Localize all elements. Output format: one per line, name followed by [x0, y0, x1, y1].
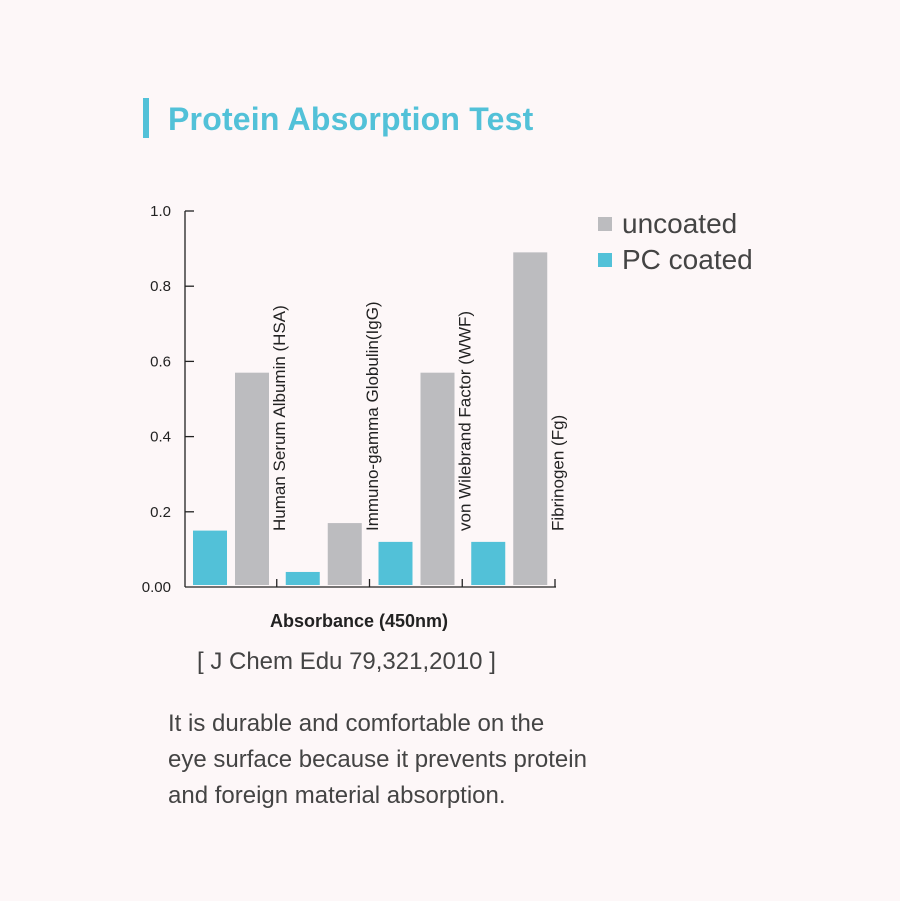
y-tick-label: 0.6 — [150, 353, 171, 370]
y-tick-label: 0.4 — [150, 429, 171, 446]
page-title: Protein Absorption Test — [168, 101, 534, 137]
bar-uncoated — [513, 252, 548, 586]
x-axis-title: Absorbance (450nm) — [270, 611, 449, 631]
legend-swatch-pc-coated — [598, 253, 612, 267]
legend-swatch-uncoated — [598, 217, 612, 231]
bar-pc-coated — [193, 530, 227, 585]
bar-pc-coated — [378, 541, 413, 585]
legend-item-pc-coated: PC coated — [598, 242, 753, 278]
y-tick-label: 0.00 — [142, 579, 171, 596]
y-tick-label: 1.0 — [150, 203, 171, 220]
category-label: Human Serum Albumin (HSA) — [270, 305, 289, 531]
bar-pc-coated — [285, 571, 320, 585]
bar-uncoated — [420, 372, 455, 585]
citation: [ J Chem Edu 79,321,2010 ] — [197, 648, 496, 675]
y-tick-label: 0.2 — [150, 504, 171, 521]
description-line: It is durable and comfortable on the — [168, 710, 545, 737]
category-label: Immuno-gamma Globulin(IgG) — [363, 301, 382, 531]
legend-item-uncoated: uncoated — [598, 206, 753, 242]
category-label: von Wilebrand Factor (WWF) — [456, 311, 475, 531]
legend-label-uncoated: uncoated — [622, 208, 738, 239]
bar-pc-coated — [471, 541, 506, 585]
title-accent-bar — [143, 98, 149, 138]
bar-uncoated — [235, 372, 269, 585]
description-line: and foreign material absorption. — [168, 782, 506, 809]
description-line: eye surface because it prevents protein — [168, 746, 587, 773]
bar-uncoated — [327, 523, 362, 585]
y-tick-label: 0.8 — [150, 278, 171, 295]
category-label: Fibrinogen (Fg) — [548, 415, 567, 531]
legend-label-pc-coated: PC coated — [622, 244, 753, 275]
description-text: It is durable and comfortable on the eye… — [168, 706, 668, 814]
chart-legend: uncoated PC coated — [598, 206, 753, 278]
